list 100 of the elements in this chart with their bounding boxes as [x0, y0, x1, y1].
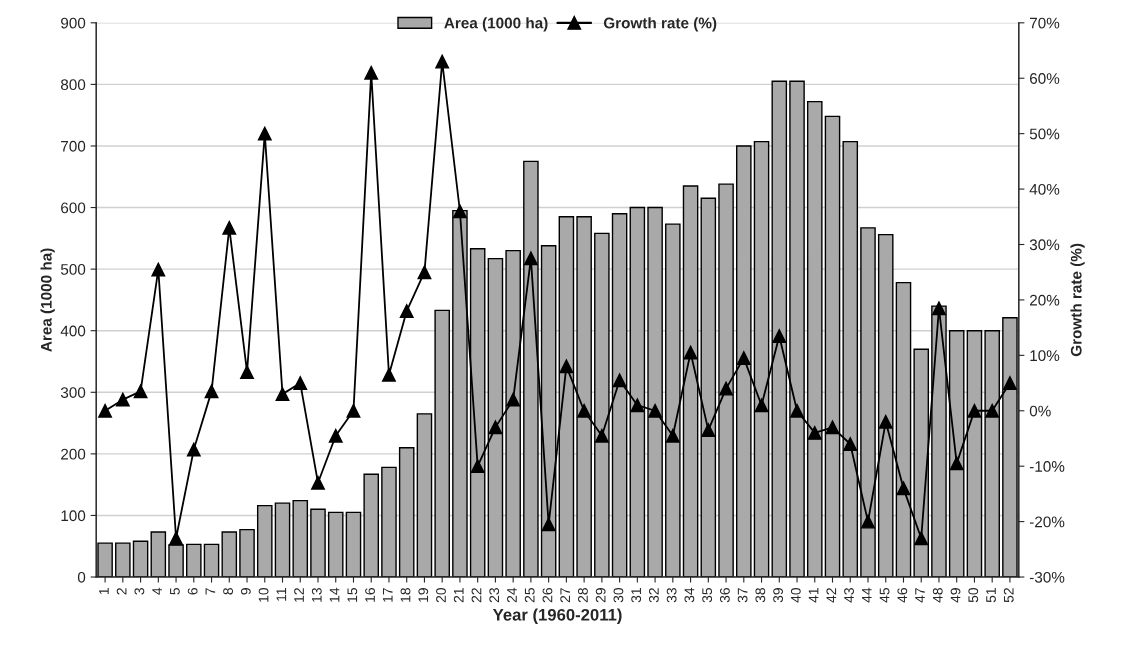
- point: [346, 403, 361, 418]
- bar: [345, 511, 362, 578]
- x-tick-label: 38: [755, 588, 766, 603]
- x-tick-label: 27: [560, 588, 570, 603]
- x-tick-label: 52: [1003, 588, 1014, 603]
- point: [470, 459, 485, 474]
- y2-tick-label: 10%: [1030, 350, 1060, 362]
- x-tick-label: 19: [418, 588, 429, 602]
- x-tick-label: 6: [187, 588, 198, 595]
- bar: [239, 528, 255, 578]
- bar: [203, 543, 220, 578]
- bar: [115, 542, 131, 578]
- x-tick-label: 44: [862, 587, 872, 603]
- bar: [132, 540, 149, 578]
- point: [523, 251, 538, 266]
- x-tick-label: 39: [773, 588, 784, 603]
- x-tick-label: 3: [134, 588, 145, 595]
- y2-tick-label: 30%: [1029, 239, 1060, 251]
- y-tick-label: 100: [61, 510, 86, 522]
- bar: [292, 499, 309, 578]
- x-tick-label: 51: [986, 588, 996, 603]
- y2-tick-label: 20%: [1029, 294, 1060, 306]
- point: [683, 345, 698, 360]
- x-tick-label: 46: [897, 588, 908, 603]
- x-tick-label: 10: [258, 587, 269, 602]
- point: [914, 531, 929, 546]
- legend-label: Growth rate (%): [603, 17, 717, 32]
- bar: [274, 502, 291, 578]
- point: [435, 54, 450, 69]
- x-tick-label: 49: [950, 588, 961, 603]
- point: [932, 301, 946, 316]
- x-tick-label: 11: [276, 588, 287, 601]
- y-tick-label: 400: [60, 325, 86, 337]
- x-tick-label: 29: [595, 588, 606, 603]
- x-tick-label: 33: [666, 588, 677, 603]
- point: [328, 428, 343, 443]
- point: [701, 423, 716, 438]
- point: [98, 403, 113, 418]
- point: [311, 475, 325, 490]
- point: [648, 403, 663, 418]
- point: [506, 392, 521, 407]
- y2-tick-label: -20%: [1029, 516, 1065, 528]
- x-tick-label: 35: [702, 588, 713, 603]
- x-tick-label: 40: [790, 587, 801, 603]
- y2-tick-label: 40%: [1029, 183, 1060, 195]
- point: [861, 514, 875, 529]
- point: [719, 381, 734, 396]
- point: [843, 437, 858, 451]
- x-axis-title: Year (1960-2011): [492, 608, 622, 624]
- x-tick-label: 2: [116, 588, 127, 595]
- x-tick-label: 42: [826, 588, 837, 603]
- bar: [310, 508, 326, 578]
- point: [807, 425, 822, 440]
- y2-tick-label: -10%: [1029, 461, 1065, 472]
- point: [665, 428, 680, 443]
- x-tick-label: 25: [524, 588, 535, 603]
- y-tick-label: 900: [61, 17, 86, 29]
- point: [240, 365, 254, 379]
- x-tick-label: 37: [737, 588, 748, 603]
- x-tick-label: 32: [648, 588, 659, 603]
- x-tick-label: 24: [507, 587, 517, 603]
- point: [825, 420, 840, 435]
- x-tick-label: 9: [240, 588, 251, 595]
- x-tick-label: 1: [99, 588, 109, 595]
- point: [790, 403, 804, 418]
- x-tick-label: 36: [719, 588, 730, 603]
- point: [169, 531, 184, 546]
- x-tick-label: 23: [489, 588, 500, 603]
- bar: [221, 531, 238, 578]
- bar: [416, 413, 433, 578]
- x-tick-label: 31: [631, 588, 642, 603]
- point: [630, 398, 645, 413]
- x-tick-label: 4: [152, 587, 162, 595]
- legend-label: Area (1000 ha): [444, 17, 548, 32]
- x-tick-label: 45: [879, 588, 890, 603]
- point: [949, 456, 964, 471]
- x-tick-label: 28: [578, 588, 588, 603]
- x-tick-label: 50: [968, 587, 979, 603]
- point: [275, 387, 290, 402]
- y2-tick-label: 0%: [1029, 405, 1051, 417]
- point: [115, 392, 130, 407]
- x-tick-label: 21: [453, 588, 464, 603]
- x-tick-label: 43: [844, 588, 854, 603]
- point: [594, 428, 609, 443]
- x-tick-label: 30: [613, 587, 624, 603]
- point: [186, 442, 201, 457]
- x-tick-label: 34: [684, 587, 695, 603]
- x-tick-label: 22: [471, 588, 482, 603]
- point: [488, 420, 503, 435]
- point: [985, 403, 1000, 418]
- x-tick-label: 48: [932, 588, 943, 603]
- y2-axis-title: Growth rate (%): [1070, 243, 1085, 357]
- point: [772, 328, 787, 343]
- bar: [97, 542, 113, 578]
- point: [896, 481, 911, 496]
- point: [612, 373, 627, 388]
- point: [364, 65, 379, 80]
- x-tick-label: 26: [542, 588, 553, 603]
- bar: [398, 447, 415, 578]
- bar: [327, 511, 344, 578]
